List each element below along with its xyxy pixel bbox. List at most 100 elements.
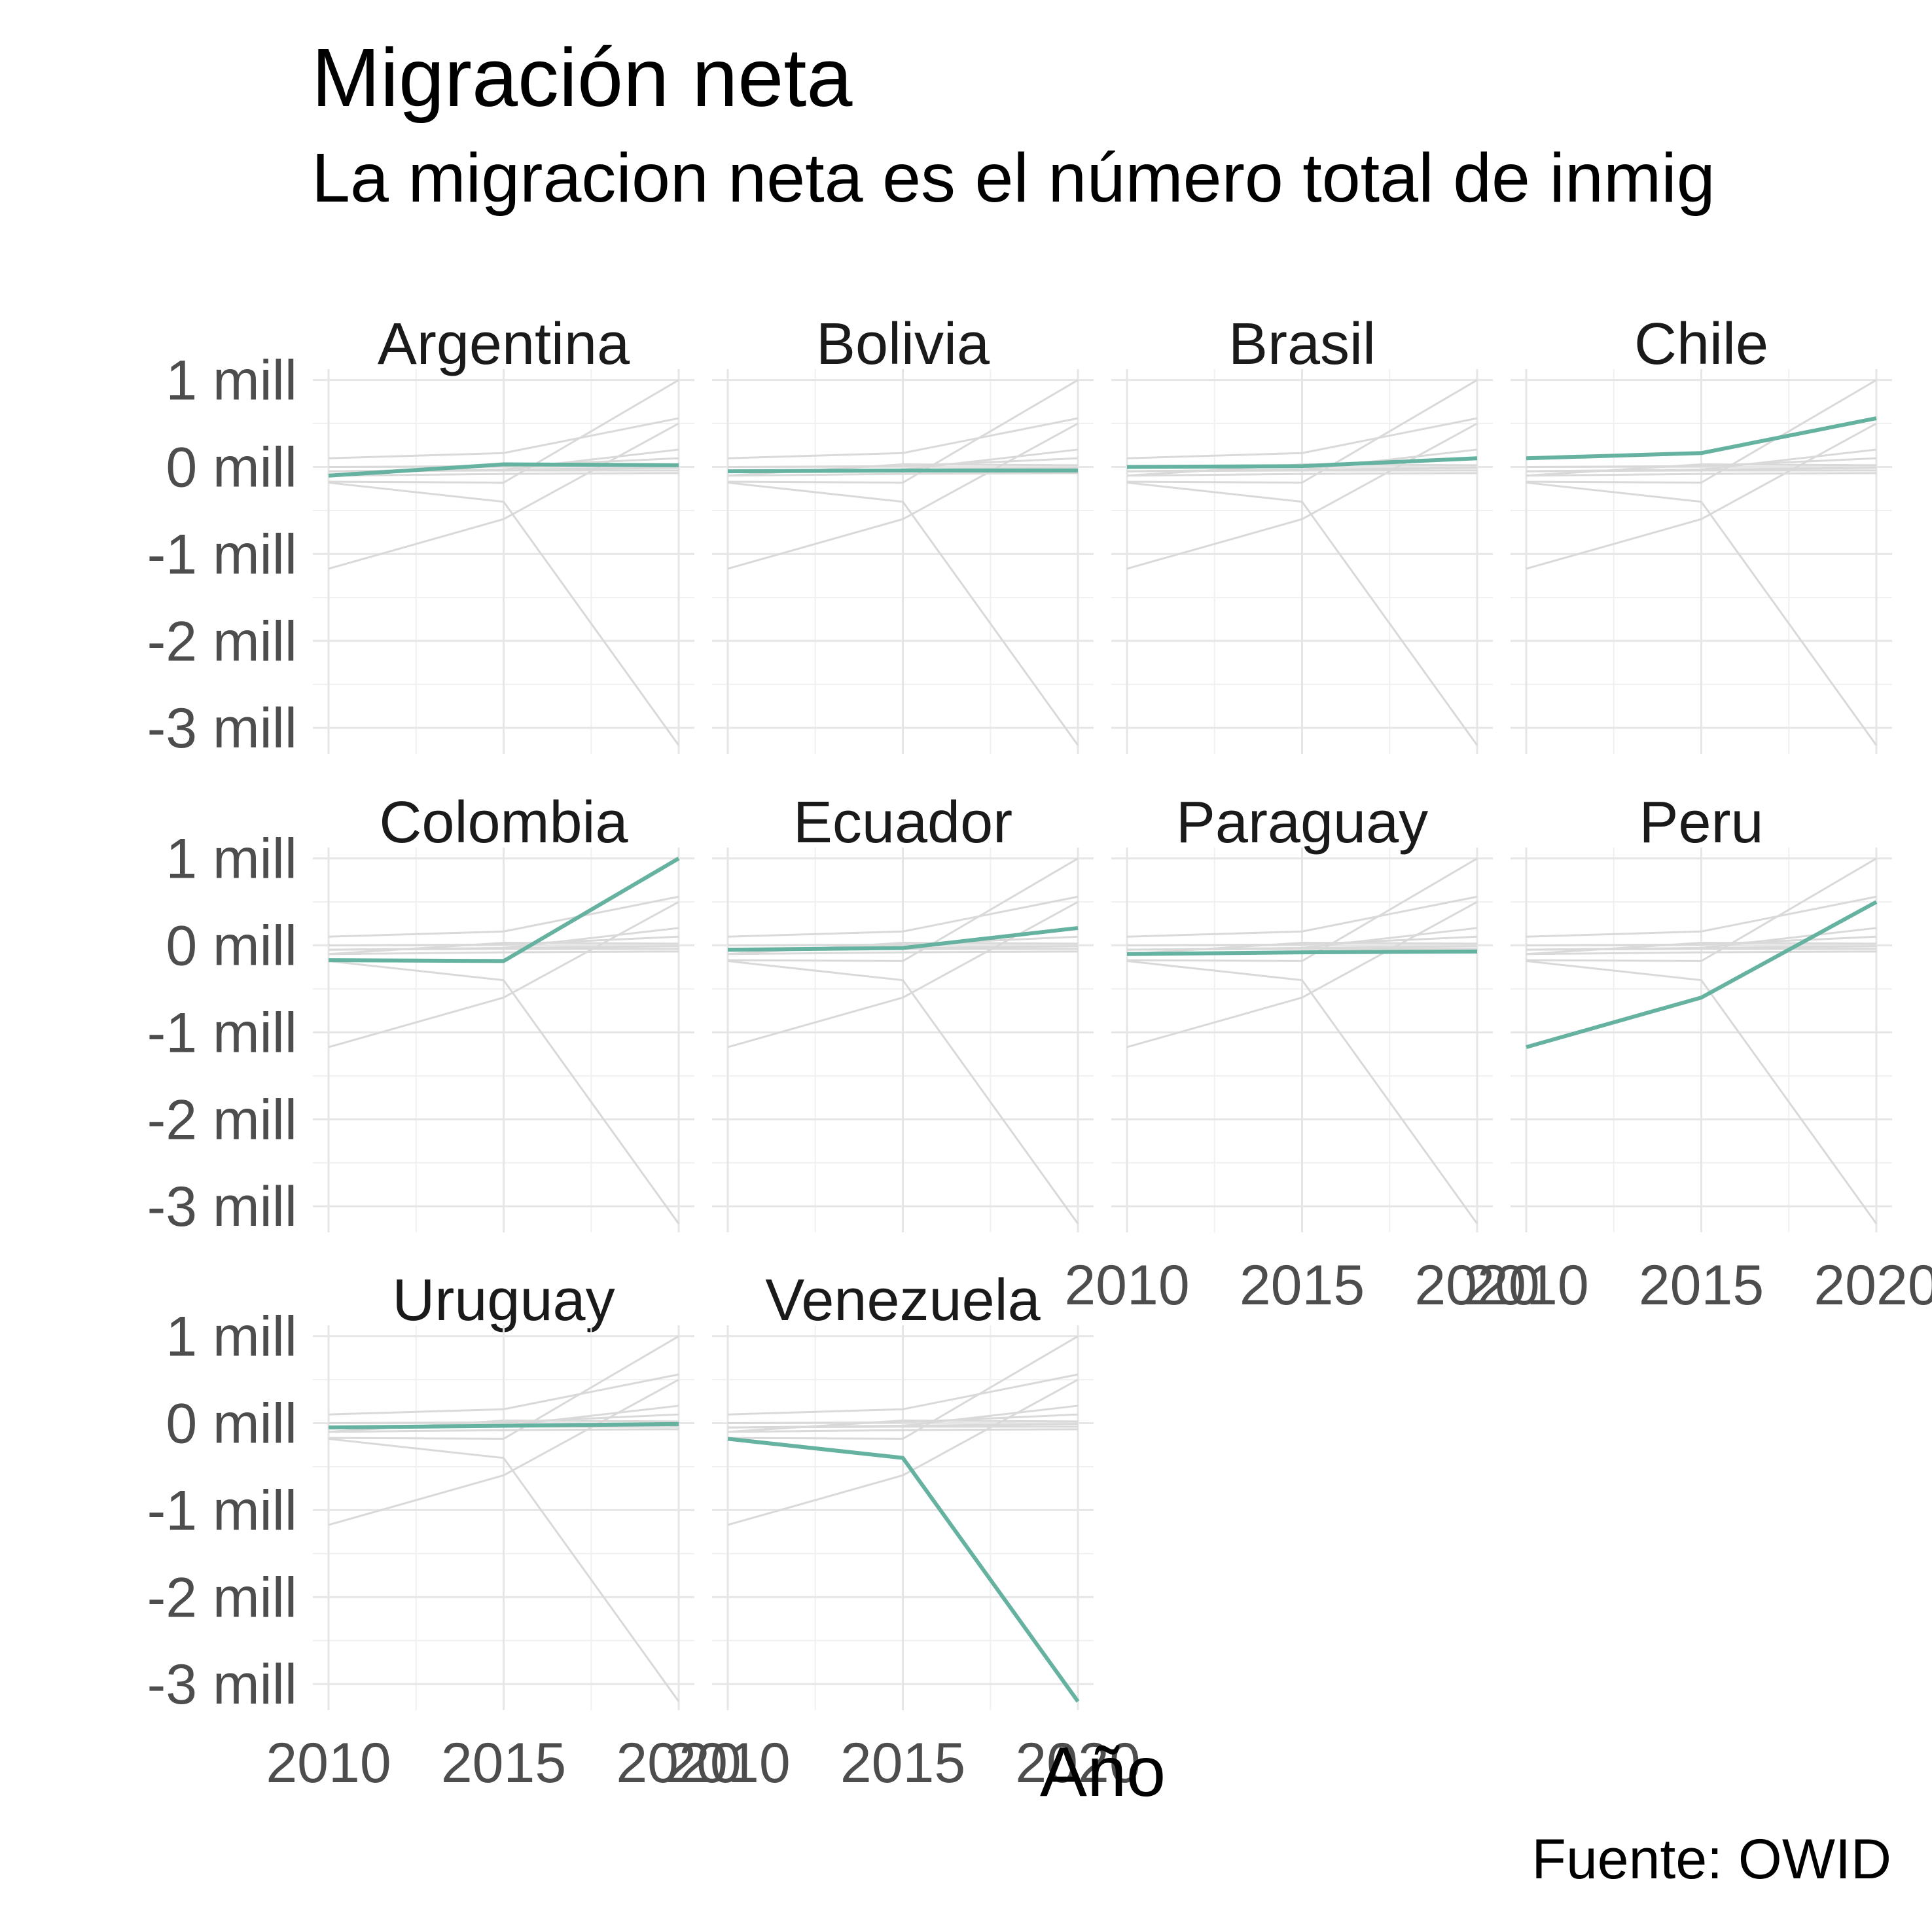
y-tick-label: -2 mill	[147, 1088, 297, 1151]
context-line-peru	[1126, 422, 1478, 570]
y-tick-label: -3 mill	[147, 697, 297, 760]
facet-panel-uruguay: Uruguay 1 mill 0 mill -1 mill -2 mill -3 mill…	[147, 1268, 742, 1795]
context-line-uruguay	[328, 945, 679, 951]
chart-caption: Fuente: OWID	[1531, 1828, 1891, 1891]
context-line-colombia	[1126, 379, 1478, 484]
x-tick-label: 2015	[1639, 1254, 1764, 1317]
context-line-venezuela	[328, 481, 680, 746]
x-tick-label: 2010	[665, 1732, 790, 1795]
context-line-peru	[328, 422, 679, 570]
context-line-paraguay	[727, 1428, 1079, 1433]
context-line-uruguay	[1526, 467, 1877, 473]
facet-label: Brasil	[1228, 312, 1376, 377]
context-line-brasil	[1526, 935, 1877, 947]
context-line-paraguay	[727, 950, 1079, 956]
x-tick-label: 2015	[840, 1732, 965, 1795]
y-tick-label: -2 mill	[147, 1566, 297, 1629]
context-line-venezuela	[1526, 481, 1878, 746]
series-line-brasil	[1126, 456, 1478, 469]
context-line-chile	[328, 417, 679, 459]
context-line-chile	[727, 895, 1079, 938]
chart-subtitle: La migracion neta es el número total de …	[312, 139, 1715, 217]
series-line-peru	[1526, 900, 1878, 1049]
facet-label: Bolivia	[816, 312, 990, 377]
context-line-peru	[727, 1378, 1079, 1526]
context-line-uruguay	[1126, 945, 1478, 951]
y-tick-label: -1 mill	[147, 1479, 297, 1542]
facet-label: Venezuela	[765, 1268, 1041, 1333]
facet-label: Ecuador	[793, 790, 1012, 855]
context-line-colombia	[727, 857, 1079, 962]
context-line-paraguay	[328, 1428, 679, 1433]
series-line-chile	[1526, 416, 1877, 461]
context-line-paraguay	[328, 472, 679, 477]
facet-label: Chile	[1634, 312, 1768, 377]
x-tick-label: 2010	[1064, 1254, 1189, 1317]
context-line-colombia	[727, 379, 1079, 484]
y-tick-label: -2 mill	[147, 610, 297, 673]
y-tick-label: -3 mill	[147, 1653, 297, 1716]
context-line-chile	[328, 1373, 679, 1416]
context-line-venezuela	[1126, 481, 1478, 746]
context-line-chile	[328, 895, 679, 938]
x-tick-label: 2010	[1463, 1254, 1588, 1317]
facet-panel-brasil: Brasil	[1111, 312, 1493, 754]
series-line-ecuador	[727, 925, 1079, 952]
x-tick-label: 2015	[441, 1732, 566, 1795]
facet-panel-chile: Chile	[1511, 312, 1892, 754]
context-line-venezuela	[1526, 959, 1878, 1225]
facet-label: Uruguay	[392, 1268, 615, 1333]
context-line-brasil	[1526, 457, 1877, 469]
facet-panel-bolivia: Bolivia	[712, 312, 1094, 754]
context-line-colombia	[1526, 379, 1877, 484]
x-tick-label: 2020	[1414, 1254, 1539, 1317]
chart-title: Migración neta	[312, 31, 853, 124]
context-line-brasil	[727, 935, 1079, 947]
context-line-colombia	[727, 1335, 1079, 1440]
context-line-uruguay	[1126, 467, 1478, 473]
facet-label: Argentina	[378, 312, 630, 377]
context-line-chile	[727, 417, 1079, 459]
facet-panel-paraguay: Paraguay 2010 2015 2020	[1064, 790, 1539, 1317]
context-line-brasil	[727, 1413, 1079, 1425]
series-line-argentina	[328, 462, 679, 478]
context-line-brasil	[328, 935, 679, 947]
facet-panel-colombia: Colombia 1 mill 0 mill -1 mill -2 mill -3 mil…	[147, 790, 694, 1238]
context-line-peru	[1526, 422, 1877, 570]
context-line-peru	[1126, 901, 1478, 1048]
facet-label: Paraguay	[1176, 790, 1428, 855]
facet-label: Peru	[1639, 790, 1763, 855]
facet-panels: Argentina 1 mill 0 mill -1 mill -2 mill -3 mi…	[147, 312, 1932, 1795]
context-line-paraguay	[727, 472, 1079, 477]
context-line-venezuela	[727, 959, 1079, 1225]
context-line-colombia	[328, 379, 679, 484]
context-line-chile	[727, 1373, 1079, 1416]
y-tick-label: 0 mill	[166, 915, 297, 978]
context-line-paraguay	[1526, 950, 1877, 956]
facet-panel-ecuador: Ecuador	[712, 790, 1094, 1232]
x-tick-label: 2010	[266, 1732, 391, 1795]
series-line-colombia	[328, 857, 680, 963]
series-line-uruguay	[328, 1422, 679, 1430]
context-line-brasil	[328, 1413, 679, 1425]
facet-panel-peru: Peru 2010 2015 2020	[1463, 790, 1932, 1317]
context-line-venezuela	[1126, 959, 1478, 1225]
context-line-venezuela	[328, 959, 680, 1225]
y-tick-label: 1 mill	[166, 828, 297, 891]
x-tick-label: 2020	[1015, 1732, 1140, 1795]
context-line-uruguay	[1526, 945, 1877, 951]
facet-panel-argentina: Argentina 1 mill 0 mill -1 mill -2 mill -3 mi…	[147, 312, 694, 760]
facet-label: Colombia	[379, 790, 628, 855]
context-line-paraguay	[1526, 472, 1877, 477]
context-line-venezuela	[727, 481, 1079, 746]
series-line-venezuela	[727, 1437, 1080, 1703]
y-tick-label: 0 mill	[166, 1393, 297, 1456]
context-line-chile	[1526, 895, 1877, 938]
context-line-peru	[328, 901, 679, 1048]
context-line-chile	[1126, 895, 1478, 938]
context-line-chile	[1126, 417, 1478, 459]
x-tick-label: 2015	[1240, 1254, 1365, 1317]
x-tick-label: 2020	[616, 1732, 741, 1795]
context-line-paraguay	[328, 950, 679, 956]
